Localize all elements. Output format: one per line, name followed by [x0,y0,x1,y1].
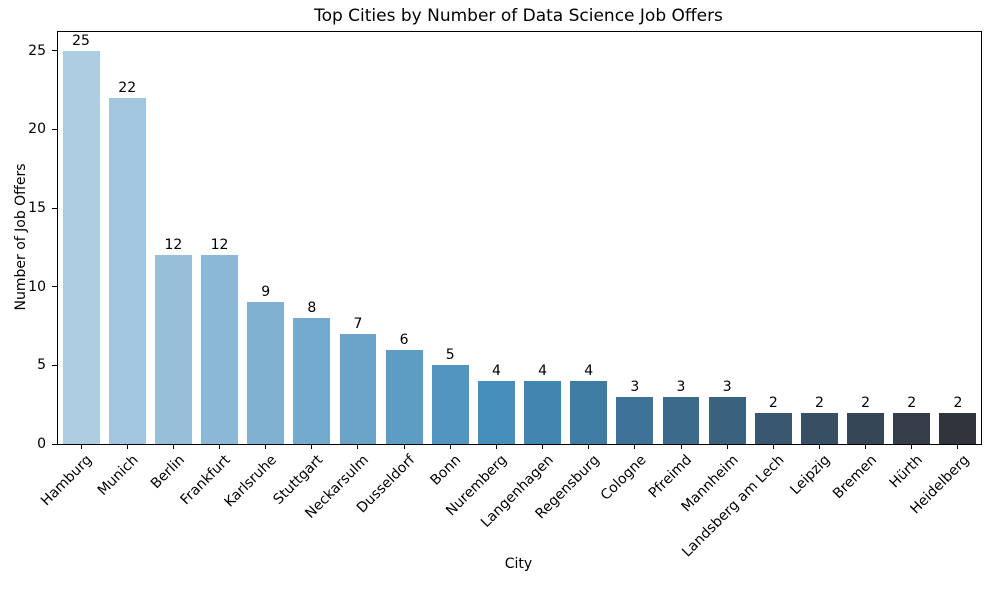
x-tick [403,444,405,449]
x-tick-label: Bonn [427,452,465,489]
bar [616,396,654,444]
x-tick [680,444,682,449]
bar [201,255,238,444]
x-tick [957,444,959,449]
bar-value-label: 22 [118,80,137,97]
x-tick [542,444,544,449]
x-tick [449,444,451,449]
y-tick-label: 0 [37,436,46,452]
bar-value-label: 2 [953,394,963,411]
bar-value-label: 7 [353,315,363,332]
bar-value-label: 4 [584,363,594,380]
bar-value-label: 25 [72,32,90,49]
bar [62,50,100,444]
bar-value-label: 2 [768,394,778,411]
y-tick-label: 15 [28,200,46,217]
y-tick-label: 10 [28,278,46,295]
x-tick [357,444,359,449]
x-tick-label: Bremen [829,452,880,503]
x-tick [726,444,728,449]
bar-value-label: 12 [210,237,229,254]
x-tick [634,444,636,449]
bar [431,365,469,444]
chart-title: Top Cities by Number of Data Science Job… [314,6,723,26]
bar [662,396,700,444]
y-tick-label: 5 [37,357,46,374]
x-tick [80,444,82,449]
x-tick-label: Berlin [147,452,188,493]
bar [570,381,608,444]
bar [801,412,838,444]
bar-value-label: 3 [676,378,686,395]
x-tick [219,444,221,449]
x-tick [588,444,590,449]
y-tick [52,443,57,445]
bar [339,333,377,444]
bar [385,349,423,444]
bar-value-label: 8 [307,300,317,317]
bar-value-label: 12 [164,237,183,254]
x-tick-label: Cologne [597,452,650,504]
x-tick-label: Hamburg [38,452,96,510]
x-tick-label: Munich [94,452,142,499]
bar-value-label: 4 [538,363,548,380]
y-tick [52,286,57,288]
bar [247,302,285,444]
x-tick [911,444,913,449]
bar [708,396,746,444]
x-tick-label: Leipzig [787,452,834,499]
x-axis-label: City [504,556,533,572]
bar [154,255,192,444]
bar [939,412,977,444]
x-tick [126,444,128,449]
x-tick [265,444,267,449]
y-tick [52,207,57,209]
y-tick [52,364,57,366]
bar [524,381,562,444]
bar-value-label: 9 [261,284,271,301]
bar [293,318,331,444]
bar [477,381,515,444]
bar [847,412,885,444]
x-tick [865,444,867,449]
bar-value-label: 5 [445,347,455,364]
bar-value-label: 2 [907,394,917,411]
x-tick [818,444,820,449]
bar [108,98,146,444]
bar-value-label: 6 [399,331,409,348]
bar-value-label: 2 [861,394,871,411]
x-tick [311,444,313,449]
plot-area: 0 5 10 15 20 25 25 Hamburg 22 Munich 12 Berlin 12 Fra… [28,31,982,560]
bar [893,412,931,444]
bar-value-label: 4 [491,363,501,380]
bar-value-label: 3 [630,378,640,395]
x-tick [495,444,497,449]
x-tick-label: Hürth [886,452,927,492]
y-tick [52,50,57,52]
y-tick [52,128,57,130]
bar [754,412,792,444]
x-tick [772,444,774,449]
bar-value-label: 2 [815,394,824,411]
y-tick-label: 25 [28,42,46,59]
y-tick-label: 20 [28,121,46,138]
bar-value-label: 3 [722,378,732,395]
x-tick [172,444,174,449]
